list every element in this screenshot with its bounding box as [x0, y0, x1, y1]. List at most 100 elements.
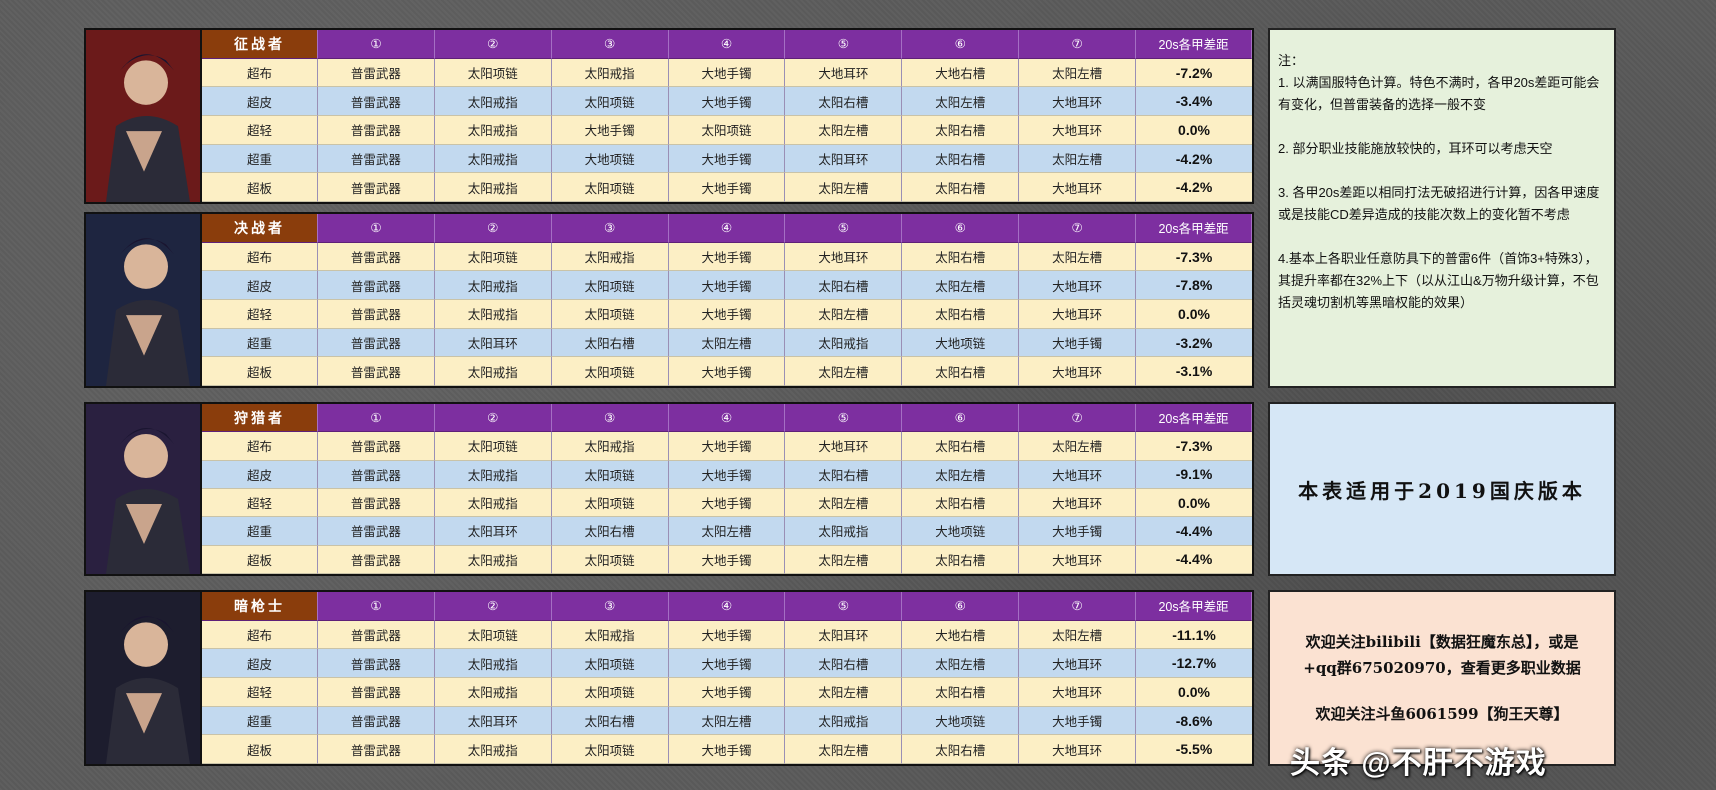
equipment-slot: 大地手镯	[668, 300, 786, 329]
table-row: 超板 普雷武器 太阳戒指 太阳项链 大地手镯 太阳左槽 太阳右槽 大地耳环 -5.5%	[202, 735, 1253, 765]
equipment-slot: 大地耳环	[1019, 271, 1137, 301]
gap-value: -3.4%	[1136, 87, 1253, 117]
equipment-slot: 太阳戒指	[434, 545, 552, 574]
equipment-slot: 太阳戒指	[434, 116, 552, 145]
equipment-slot: 普雷武器	[318, 242, 435, 272]
armor-type: 超重	[202, 144, 318, 174]
gap-value: -5.5%	[1136, 735, 1253, 765]
table-row: 超皮 普雷武器 太阳戒指 太阳项链 大地手镯 太阳右槽 太阳左槽 大地耳环 -12.7%	[202, 649, 1253, 679]
equipment-slot: 大地手镯	[668, 87, 786, 117]
armor-type: 超布	[202, 620, 318, 650]
equipment-slot: 普雷武器	[318, 545, 435, 574]
equipment-slot: 太阳左槽	[785, 300, 903, 329]
equipment-slot: 普雷武器	[318, 58, 435, 88]
gap-value: -4.4%	[1136, 545, 1253, 574]
column-header: ②	[434, 404, 552, 433]
equipment-slot: 太阳右槽	[902, 144, 1020, 174]
equipment-slot: 太阳戒指	[434, 271, 552, 301]
equipment-slot: 普雷武器	[318, 620, 435, 650]
equipment-slot: 大地手镯	[551, 116, 669, 145]
column-header: ③	[551, 214, 669, 243]
armor-type: 超轻	[202, 300, 318, 329]
column-header: ⑦	[1019, 404, 1137, 433]
table-row: 超布 普雷武器 太阳项链 太阳戒指 大地手镯 大地耳环 太阳右槽 太阳左槽 -7.3%	[202, 432, 1253, 461]
column-header: ⑤	[785, 404, 903, 433]
equipment-slot: 普雷武器	[318, 706, 435, 736]
armor-type: 超布	[202, 432, 318, 461]
equipment-slot: 普雷武器	[318, 735, 435, 765]
armor-type: 超重	[202, 517, 318, 546]
equipment-slot: 大地项链	[902, 706, 1020, 736]
class-table: 暗枪士 ① ② ③ ④ ⑤ ⑥ ⑦ 20s各甲差距 超布 普雷武器 太阳项链 太阳戒指 大地手镯 太阳耳环大…	[84, 590, 1254, 766]
equipment-slot: 太阳项链	[551, 87, 669, 117]
gap-value: -3.1%	[1136, 357, 1253, 387]
equipment-slot: 大地项链	[902, 517, 1020, 546]
equipment-slot: 太阳左槽	[1019, 58, 1137, 88]
equipment-slot: 大地项链	[551, 144, 669, 174]
gap-value: -7.3%	[1136, 242, 1253, 272]
equipment-slot: 大地手镯	[668, 649, 786, 679]
equipment-slot: 太阳戒指	[434, 488, 552, 518]
equipment-slot: 太阳左槽	[1019, 242, 1137, 272]
gap-value: 0.0%	[1136, 488, 1253, 518]
equipment-slot: 太阳戒指	[434, 649, 552, 679]
armor-type: 超轻	[202, 488, 318, 518]
equipment-slot: 太阳戒指	[434, 300, 552, 329]
gap-column-header: 20s各甲差距	[1136, 214, 1253, 243]
equipment-slot: 太阳右槽	[785, 460, 903, 489]
gap-value: 0.0%	[1136, 116, 1253, 145]
armor-type: 超重	[202, 328, 318, 358]
equipment-slot: 普雷武器	[318, 328, 435, 358]
equipment-slot: 大地手镯	[668, 58, 786, 88]
equipment-slot: 普雷武器	[318, 432, 435, 461]
table-row: 超重 普雷武器 太阳耳环 太阳右槽 太阳左槽 太阳戒指 大地项链 大地手镯 -3.2%	[202, 328, 1253, 358]
equipment-slot: 普雷武器	[318, 87, 435, 117]
gap-value: -4.2%	[1136, 173, 1253, 203]
equipment-slot: 太阳项链	[551, 357, 669, 387]
notes-title: 注：	[1278, 53, 1305, 68]
equipment-slot: 大地耳环	[785, 58, 903, 88]
equipment-slot: 太阳项链	[551, 649, 669, 679]
equipment-slot: 普雷武器	[318, 649, 435, 679]
column-header: ⑦	[1019, 592, 1137, 621]
class-table: 征战者 ① ② ③ ④ ⑤ ⑥ ⑦ 20s各甲差距 超布 普雷武器 太阳项链 太阳戒指 大地手镯 大地耳环大…	[84, 28, 1254, 204]
armor-type: 超布	[202, 58, 318, 88]
equipment-slot: 大地耳环	[785, 242, 903, 272]
equipment-slot: 太阳左槽	[785, 545, 903, 574]
column-header: ③	[551, 404, 669, 433]
equipment-slot: 太阳右槽	[902, 545, 1020, 574]
equipment-slot: 太阳左槽	[1019, 432, 1137, 461]
equipment-slot: 太阳戒指	[785, 517, 903, 546]
table-header-row: 决战者 ① ② ③ ④ ⑤ ⑥ ⑦ 20s各甲差距	[202, 214, 1253, 243]
gap-value: 0.0%	[1136, 678, 1253, 707]
equipment-slot: 普雷武器	[318, 678, 435, 707]
armor-type: 超板	[202, 545, 318, 574]
equipment-slot: 大地耳环	[1019, 488, 1137, 518]
equipment-slot: 太阳戒指	[551, 58, 669, 88]
equipment-slot: 大地手镯	[668, 460, 786, 489]
equipment-slot: 大地手镯	[668, 488, 786, 518]
column-header: ⑥	[902, 404, 1020, 433]
equipment-slot: 大地右槽	[902, 620, 1020, 650]
equipment-slot: 大地耳环	[1019, 678, 1137, 707]
equipment-slot: 太阳戒指	[434, 144, 552, 174]
armor-type: 超轻	[202, 116, 318, 145]
table-header-row: 征战者 ① ② ③ ④ ⑤ ⑥ ⑦ 20s各甲差距	[202, 30, 1253, 59]
note-2: 2. 部分职业技能施放较快的，耳环可以考虑天空	[1278, 141, 1553, 156]
column-header: ⑦	[1019, 30, 1137, 59]
column-header: ⑥	[902, 214, 1020, 243]
column-header: ⑤	[785, 214, 903, 243]
equipment-slot: 太阳戒指	[785, 328, 903, 358]
column-header: ⑦	[1019, 214, 1137, 243]
equipment-slot: 太阳左槽	[785, 357, 903, 387]
equipment-slot: 太阳右槽	[551, 328, 669, 358]
equipment-slot: 太阳左槽	[1019, 620, 1137, 650]
table-row: 超重 普雷武器 太阳耳环 太阳右槽 太阳左槽 太阳戒指 大地项链 大地手镯 -8.6%	[202, 706, 1253, 736]
equipment-slot: 太阳左槽	[668, 706, 786, 736]
column-header: ②	[434, 30, 552, 59]
table-row: 超轻 普雷武器 太阳戒指 大地手镯 太阳项链 太阳左槽 太阳右槽 大地耳环 0.0%	[202, 116, 1253, 145]
equipment-slot: 大地手镯	[668, 144, 786, 174]
gap-value: -11.1%	[1136, 620, 1253, 650]
column-header: ⑥	[902, 30, 1020, 59]
armor-type: 超板	[202, 357, 318, 387]
